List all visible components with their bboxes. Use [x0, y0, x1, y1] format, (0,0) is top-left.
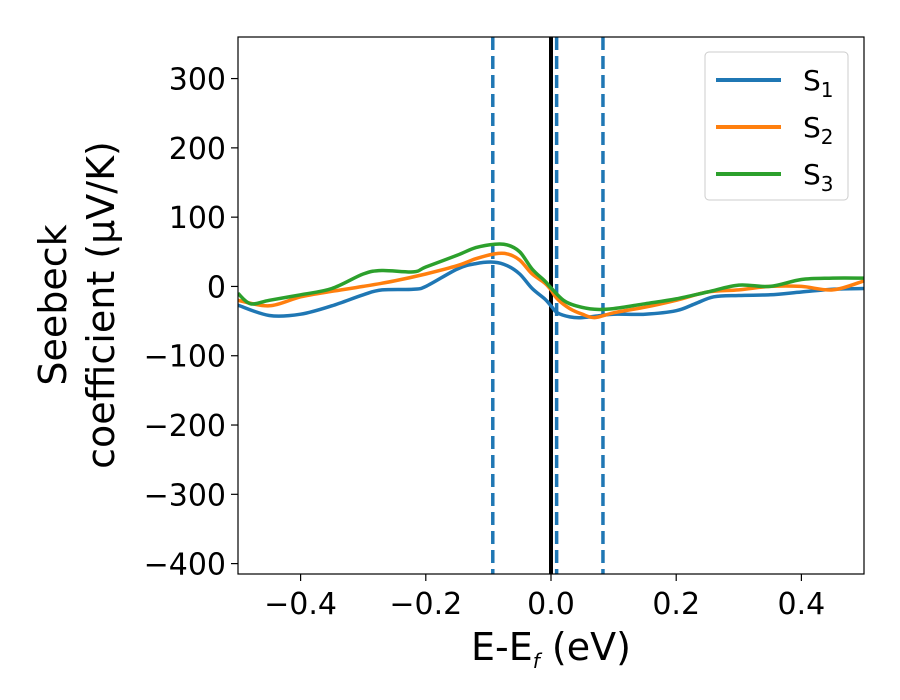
y-tick-label: 300 [169, 63, 226, 98]
x-axis-label: E-Ef (eV) [471, 625, 631, 673]
series-line-s1 [238, 260, 864, 320]
y-axis-label-line2: coefficient (μV/K) [79, 141, 123, 469]
series-line-s3 [238, 242, 864, 312]
x-axis-label-unit: (eV) [540, 625, 631, 669]
x-tick-label: −0.4 [264, 587, 337, 622]
y-tick-label: −400 [144, 548, 226, 583]
x-tick-label: 0.2 [652, 587, 700, 622]
x-tick-label: −0.2 [389, 587, 462, 622]
x-axis-ticks: −0.4 −0.2 0.0 0.2 0.4 [264, 574, 825, 622]
y-axis-label-line1: Seebeck [31, 224, 75, 385]
legend-label-subscript: 2 [821, 125, 834, 149]
y-tick-label: −200 [144, 409, 226, 444]
legend-label-main: S [803, 111, 821, 144]
x-axis-label-main: E-E [471, 625, 533, 669]
y-tick-label: −100 [144, 340, 226, 375]
y-axis-ticks: 300 200 100 0 −100 −200 −300 −400 [144, 63, 238, 583]
legend-label-main: S [803, 158, 821, 191]
legend-label-subscript: 3 [821, 172, 834, 196]
y-tick-label: 0 [207, 270, 226, 305]
legend-label-s1: S1 [803, 64, 834, 102]
legend-label-main: S [803, 64, 821, 97]
legend-label-s2: S2 [803, 111, 834, 149]
x-axis-label-subscript: f [533, 649, 543, 673]
x-tick-label: 0.0 [527, 587, 575, 622]
legend-label-s3: S3 [803, 158, 834, 196]
y-tick-label: −300 [144, 478, 226, 513]
legend-label-subscript: 1 [821, 78, 834, 102]
x-tick-label: 0.4 [778, 587, 826, 622]
series-lines [238, 242, 864, 320]
y-tick-label: 100 [169, 201, 226, 236]
y-tick-label: 200 [169, 132, 226, 167]
